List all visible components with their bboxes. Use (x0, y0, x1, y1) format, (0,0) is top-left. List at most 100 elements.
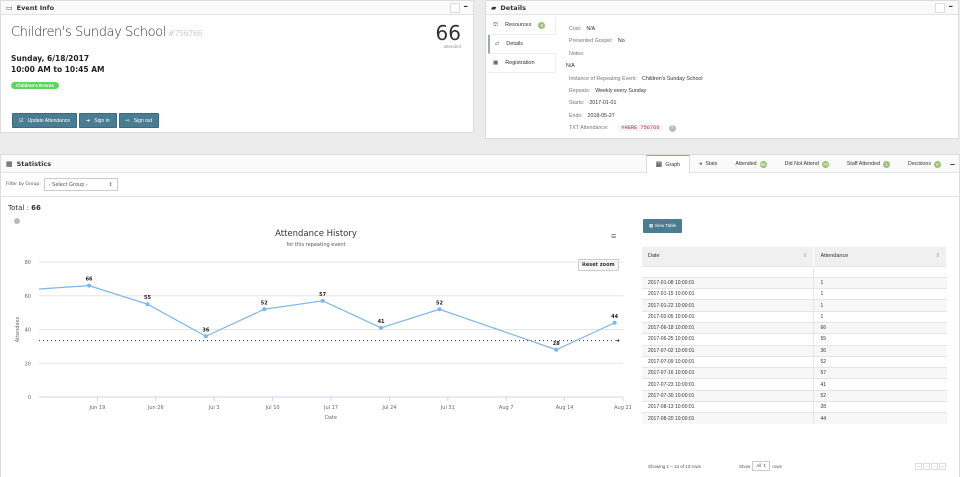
sign-out-icon: ⇨ (125, 117, 130, 124)
svg-text:52: 52 (261, 300, 268, 306)
svg-text:Aug 14: Aug 14 (556, 405, 574, 411)
tab-graph[interactable]: 📈︎ Graph (645, 155, 691, 174)
svg-text:Jul 3: Jul 3 (208, 405, 220, 411)
tab-resources[interactable]: ⛫ Resources 0 (488, 16, 556, 35)
tab-did-not-attend[interactable]: Did Not Attend 76 (784, 160, 829, 168)
svg-text:60: 60 (25, 294, 31, 300)
tab-registration[interactable]: ▦ Registration (488, 54, 556, 73)
svg-text:Date: Date (325, 415, 337, 421)
group-filter-bar: Filter by Group: - Select Group - ⇕ (1, 173, 959, 197)
last-page-button[interactable]: » (939, 462, 946, 470)
panel-toggle[interactable] (934, 2, 945, 13)
svg-text:55: 55 (144, 295, 151, 301)
checkbox-icon: ☑ (19, 117, 24, 124)
collapse-icon[interactable]: – (949, 158, 955, 169)
svg-text:0: 0 (28, 395, 31, 401)
svg-text:40: 40 (25, 328, 31, 334)
svg-text:36: 36 (202, 327, 209, 333)
table-row: 2017-07-02 10:00:01 36 (642, 344, 947, 357)
table-row: 2017-02-05 10:00:01 1 (642, 310, 947, 323)
filter-label: Filter by Group: (6, 182, 41, 187)
statistics-header: ▦ Statistics (1, 155, 959, 173)
svg-text:Jun 19: Jun 19 (89, 405, 106, 411)
chart-menu-icon[interactable]: ≡ (611, 231, 617, 241)
svg-text:28: 28 (553, 341, 560, 347)
resources-badge: 0 (538, 21, 546, 29)
panel-toggle[interactable] (449, 2, 460, 13)
view-table-button[interactable]: ▦ View Table (643, 219, 683, 233)
table-footer: Showing 1 – 13 of 13 rows Show All ⇕ row… (648, 461, 946, 471)
event-info-panel: ▭ Event Info – Children's Sunday School #… (0, 0, 474, 133)
collapse-icon[interactable]: – (948, 2, 954, 12)
panel-title: Event Info (16, 3, 55, 12)
chart-title: Attendance History (275, 229, 357, 239)
folder-open-icon: ▱ (495, 41, 500, 47)
details-body: Cost: N/A Presented Gospel: No Notes: N/A … (566, 26, 703, 133)
table-row: 2017-01-08 10:00:01 1 (642, 276, 947, 289)
update-attendance-button[interactable]: ☑ Update Attendance (12, 113, 78, 128)
page-size-select[interactable]: All ⇕ (752, 461, 771, 471)
txt-code: #HERE 756766 (618, 125, 663, 132)
svg-text:Attendees: Attendees (15, 316, 21, 342)
svg-text:20: 20 (25, 361, 31, 367)
svg-text:Jul 31: Jul 31 (440, 405, 455, 411)
tab-staff-attended[interactable]: Staff Attended 1 (838, 155, 899, 173)
table-row: 2017-08-20 10:00:01 44 (642, 412, 947, 425)
group-select[interactable]: - Select Group - ⇕ (43, 178, 118, 191)
svg-text:66: 66 (86, 277, 93, 283)
total-count: Total : 66 (8, 204, 41, 212)
table-row: 2017-08-13 10:00:01 28 (642, 401, 947, 413)
calculator-icon: ▦ (6, 159, 13, 168)
table-row: 2017-01-15 10:00:01 1 (642, 288, 947, 300)
event-category-tag[interactable]: Children's Events (11, 82, 59, 89)
panel-title: Details (500, 3, 527, 12)
table-row: 2017-07-09 10:00:01 52 (642, 355, 947, 368)
next-page-button[interactable]: › (931, 462, 938, 470)
svg-text:80: 80 (25, 260, 31, 266)
attended-label: attended (443, 44, 461, 49)
table-row: 2017-06-18 10:00:01 66 (642, 321, 947, 334)
help-icon[interactable] (14, 218, 20, 224)
col-attendance[interactable]: Attendance ⇕ (813, 247, 947, 266)
pagination: «‹ ›» (915, 462, 946, 470)
select-arrows-icon: ⇕ (108, 181, 113, 188)
details-panel: ▰ Details – ⛫ Resources 0 ▱ Details ▦ Regist… (485, 0, 959, 139)
attendance-chart: Attendance History for this repeating ev… (1, 225, 631, 465)
svg-text:Aug 7: Aug 7 (499, 405, 514, 411)
attended-count: 66 (435, 21, 461, 45)
sign-in-button[interactable]: ➜ Sign in (79, 113, 117, 128)
svg-text:52: 52 (436, 300, 443, 306)
calendar-icon: ▭ (6, 3, 13, 12)
col-date[interactable]: Date ⇕ (642, 247, 815, 266)
attendance-table: Date ⇕ Attendance ⇕ 2017-01-08 10:00:01 1 20… (642, 247, 947, 425)
sitemap-icon: ⛫ (493, 21, 499, 28)
sign-out-button[interactable]: ⇨ Sign out (118, 113, 160, 128)
help-icon[interactable]: ? (668, 125, 676, 133)
event-datetime: Sunday, 6/18/2017 10:00 AM to 10:45 AM (11, 54, 105, 74)
sign-in-icon: ➜ (86, 117, 91, 124)
folder-icon: ▰ (491, 3, 497, 12)
pie-chart-icon: ◕ (699, 161, 703, 167)
collapse-icon[interactable]: – (463, 2, 469, 12)
tab-stats[interactable]: ◕ Stats (699, 161, 718, 167)
svg-text:Jul 24: Jul 24 (381, 405, 396, 411)
svg-text:➔: ➔ (615, 339, 620, 345)
panel-title: Statistics (16, 159, 52, 168)
tab-details[interactable]: ▱ Details (488, 35, 556, 54)
prev-page-button[interactable]: ‹ (923, 462, 930, 470)
line-chart-icon: 📈︎ (655, 161, 663, 168)
first-page-button[interactable]: « (915, 462, 922, 470)
statistics-panel: ▦ Statistics 📈︎ Graph ◕ Stats Attended 66 D… (0, 154, 960, 477)
svg-text:Jul 10: Jul 10 (265, 405, 280, 411)
svg-text:41: 41 (378, 319, 385, 325)
svg-text:57: 57 (319, 292, 326, 298)
svg-text:Aug 21: Aug 21 (614, 405, 631, 411)
table-row: 2017-07-30 10:00:01 52 (642, 389, 947, 402)
svg-text:44: 44 (611, 314, 618, 320)
tab-attended[interactable]: Attended 66 (735, 160, 767, 168)
event-title: Children's Sunday School #756766 (11, 25, 203, 40)
table-row: 2017-07-23 10:00:01 41 (642, 378, 947, 391)
svg-text:Jun 26: Jun 26 (147, 405, 164, 411)
tab-decisions[interactable]: Decisions 0 (899, 155, 950, 173)
chart-subtitle: for this repeating event (286, 242, 346, 248)
